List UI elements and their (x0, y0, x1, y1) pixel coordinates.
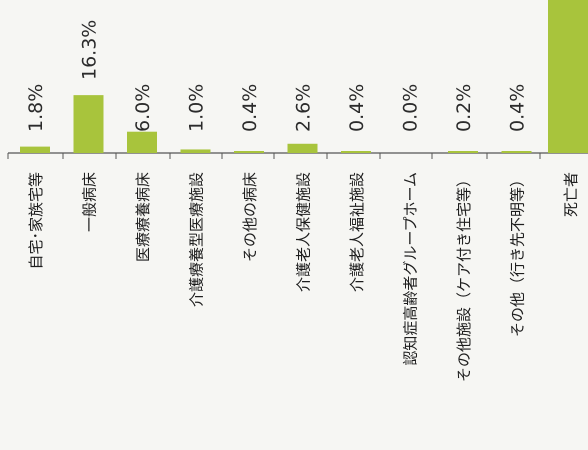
bar-3 (180, 149, 211, 153)
category-label-8: その他施設（ケア付き住宅等） (455, 172, 473, 382)
bar-9 (501, 151, 532, 153)
category-labels: 自宅･家族宅等 一般病床 医療療養病床 介護療養型医療施設 その他の病床 介護老人保健施設… (27, 172, 580, 382)
value-label-0: 1.8% (25, 84, 47, 132)
value-label-1: 16.3% (79, 20, 101, 80)
category-label-5: 介護老人保健施設 (295, 172, 313, 292)
bar-4 (234, 151, 264, 153)
value-label-6: 0.4% (346, 84, 368, 132)
value-label-8: 0.2% (453, 84, 475, 132)
category-label-10: 死亡者 (562, 172, 580, 217)
category-label-0: 自宅･家族宅等 (27, 172, 45, 270)
category-label-2: 医療療養病床 (134, 172, 152, 262)
category-label-6: 介護老人福祉施設 (348, 172, 366, 292)
bars (20, 0, 588, 153)
bar-2 (127, 131, 157, 153)
category-label-3: 介護療養型医療施設 (188, 172, 206, 307)
value-label-9: 0.4% (507, 84, 529, 132)
bar-10 (548, 0, 588, 153)
bar-1 (73, 95, 104, 153)
bar-0 (20, 146, 50, 153)
category-label-1: 一般病床 (81, 172, 99, 232)
value-label-7: 0.0% (400, 84, 422, 132)
category-label-7: 認知症高齢者グループホーム (402, 172, 420, 366)
value-labels: 1.8% 16.3% 6.0% 1.0% 0.4% 2.6% 0.4% 0.0% 0.2% 0.4… (25, 20, 529, 132)
bar-5 (287, 143, 318, 153)
value-label-3: 1.0% (186, 84, 208, 132)
category-label-9: その他（行き先不明等） (509, 172, 527, 337)
value-label-5: 2.6% (293, 84, 315, 132)
category-label-4: その他の病床 (241, 172, 259, 262)
value-label-4: 0.4% (239, 84, 261, 132)
bar-8 (448, 151, 478, 153)
bar-6 (341, 151, 371, 153)
x-axis-ticks (7, 153, 541, 159)
value-label-2: 6.0% (132, 84, 154, 132)
